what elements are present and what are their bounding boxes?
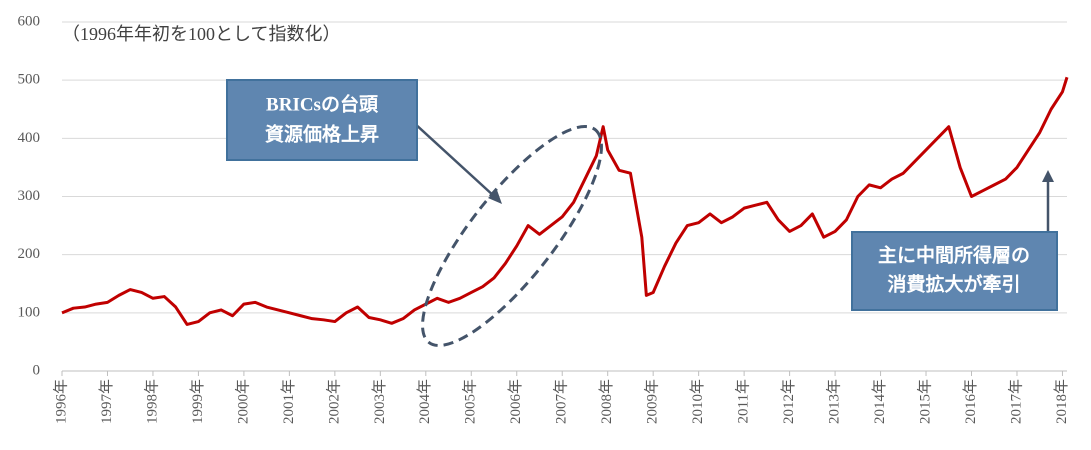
x-tick-label: 2009年	[644, 379, 661, 424]
y-tick-label: 600	[18, 13, 41, 29]
x-tick-label: 2005年	[462, 379, 479, 424]
x-tick-label: 2000年	[234, 379, 251, 424]
x-tick-label: 2016年	[962, 379, 979, 424]
x-tick-label: 1997年	[98, 379, 115, 424]
annotation-text: 主に中間所得層の	[878, 243, 1030, 266]
x-tick-label: 2007年	[553, 379, 570, 424]
x-tick-label: 1999年	[189, 379, 206, 424]
x-tick-label: 2014年	[871, 379, 888, 424]
annotation-box	[226, 79, 418, 161]
x-tick-label: 2001年	[280, 379, 297, 424]
x-tick-label: 2003年	[371, 379, 388, 424]
line-series	[61, 76, 1069, 326]
arrow	[412, 121, 496, 198]
annotation-text: 消費拡大が牽引	[887, 272, 1020, 295]
y-tick-label: 300	[18, 188, 41, 204]
highlight-ellipse	[421, 125, 603, 347]
y-tick-label: 500	[18, 72, 41, 88]
x-tick-label: 2011年	[735, 379, 752, 423]
plot-area: 0 100 200 300 400 500 600 1996年 1997年 1998年 1999年 2…	[18, 13, 1070, 424]
x-tick-label: 2015年	[916, 379, 933, 424]
y-tick-label: 0	[33, 362, 41, 378]
annotation-text: 資源価格上昇	[265, 122, 379, 145]
chart-subtitle: （1996年年初を100として指数化）	[62, 24, 340, 44]
y-tick-label: 100	[18, 304, 41, 320]
x-tick-label: 2002年	[325, 379, 342, 424]
x-tick-label: 2012年	[780, 379, 797, 424]
x-tick-label: 2017年	[1007, 379, 1024, 424]
x-tick-label: 1996年	[52, 379, 69, 424]
annotation-box	[851, 231, 1058, 311]
annotation-text: BRICsの台頭	[266, 92, 379, 115]
y-tick-label: 200	[18, 246, 41, 262]
x-tick-label: 2004年	[416, 379, 433, 424]
y-tick-label: 400	[18, 130, 41, 146]
x-tick-label: 2008年	[598, 379, 615, 424]
x-tick-label: 2018年	[1053, 379, 1070, 424]
arrow-head	[1042, 170, 1054, 182]
arrow-head	[488, 190, 502, 204]
x-tick-label: 2013年	[826, 379, 843, 424]
x-tick-label: 2010年	[689, 379, 706, 424]
x-tick-label: 1998年	[143, 379, 160, 424]
x-tick-label: 2006年	[507, 379, 524, 424]
